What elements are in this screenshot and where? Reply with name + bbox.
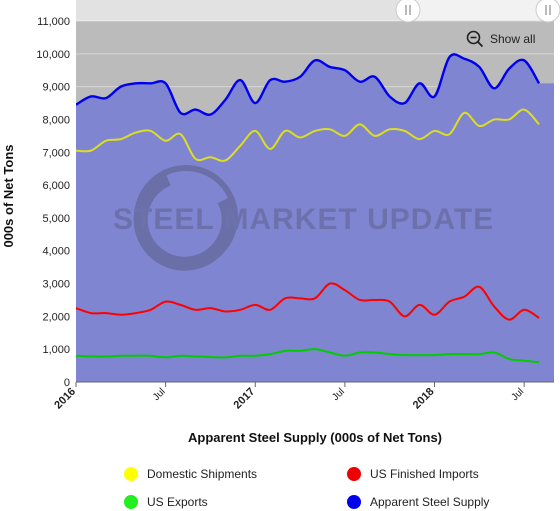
show-all-label: Show all	[490, 32, 536, 46]
y-tick-label: 8,000	[42, 114, 70, 126]
show-all-button[interactable]: Show all	[466, 30, 535, 48]
y-tick-label: 0	[64, 377, 70, 389]
y-tick-label: 3,000	[42, 279, 70, 291]
y-tick-label: 1,000	[42, 344, 70, 356]
area-apparent-steel-supply	[76, 54, 554, 382]
navigator-right-handle[interactable]	[535, 0, 560, 23]
legend-marker-icon	[124, 467, 138, 481]
x-axis-title: Apparent Steel Supply (000s of Net Tons)	[188, 430, 442, 445]
zoom-out-icon	[466, 30, 484, 48]
x-tick-label: 2017	[232, 386, 258, 412]
series-line-us-exports[interactable]	[76, 348, 540, 364]
area-layer	[76, 54, 554, 382]
series-line-us-finished-imports[interactable]	[76, 282, 540, 321]
y-tick-label: 11,000	[37, 16, 70, 28]
legend-marker-icon	[347, 495, 361, 509]
y-axis-title: 000s of Net Tons	[1, 144, 16, 247]
y-tick-label: 9,000	[42, 82, 70, 94]
legend-label: US Finished Imports	[370, 467, 479, 481]
y-axis: 0 1,000 2,000 3,000 4,000 5,000 6,000 7,000 8,00…	[36, 16, 70, 389]
lines-layer	[76, 53, 541, 364]
y-tick-label: 4,000	[42, 246, 70, 258]
legend-item-domestic-shipments[interactable]: Domestic Shipments	[124, 467, 257, 481]
legend-marker-icon	[124, 495, 138, 509]
x-tick-label: Jul	[509, 386, 526, 403]
legend-label: Domestic Shipments	[147, 467, 258, 481]
legend-marker-icon	[347, 467, 361, 481]
x-tick-label: 2016	[52, 386, 78, 412]
y-tick-label: 7,000	[42, 147, 70, 159]
series-line-apparent-steel-supply[interactable]	[76, 53, 541, 116]
legend-item-apparent-steel-supply[interactable]: Apparent Steel Supply	[347, 495, 489, 509]
legend-item-us-exports[interactable]: US Exports	[124, 495, 208, 509]
series-line-domestic-shipments[interactable]	[76, 108, 540, 162]
x-tick-label: Jul	[151, 386, 168, 403]
legend-label: Apparent Steel Supply	[370, 495, 490, 509]
watermark: STEEL MARKET UPDATE	[113, 165, 494, 271]
legend-label: US Exports	[147, 495, 208, 509]
y-tick-label: 5,000	[42, 213, 70, 225]
watermark-text: STEEL MARKET UPDATE	[113, 203, 494, 236]
x-tick-label: Jul	[330, 386, 347, 403]
x-tick-label: 2018	[411, 386, 437, 412]
navigator-scrollbar[interactable]	[76, 0, 554, 20]
y-tick-label: 10,000	[36, 49, 70, 61]
y-tick-label: 2,000	[42, 311, 70, 323]
legend-item-us-finished-imports[interactable]: US Finished Imports	[347, 467, 479, 481]
x-axis: 2016 Jul 2017 Jul 2018 Jul	[52, 382, 526, 411]
y-tick-label: 6,000	[42, 180, 70, 192]
legend: Domestic Shipments US Finished Imports U…	[0, 458, 560, 511]
navigator-left-handle[interactable]	[395, 0, 421, 23]
